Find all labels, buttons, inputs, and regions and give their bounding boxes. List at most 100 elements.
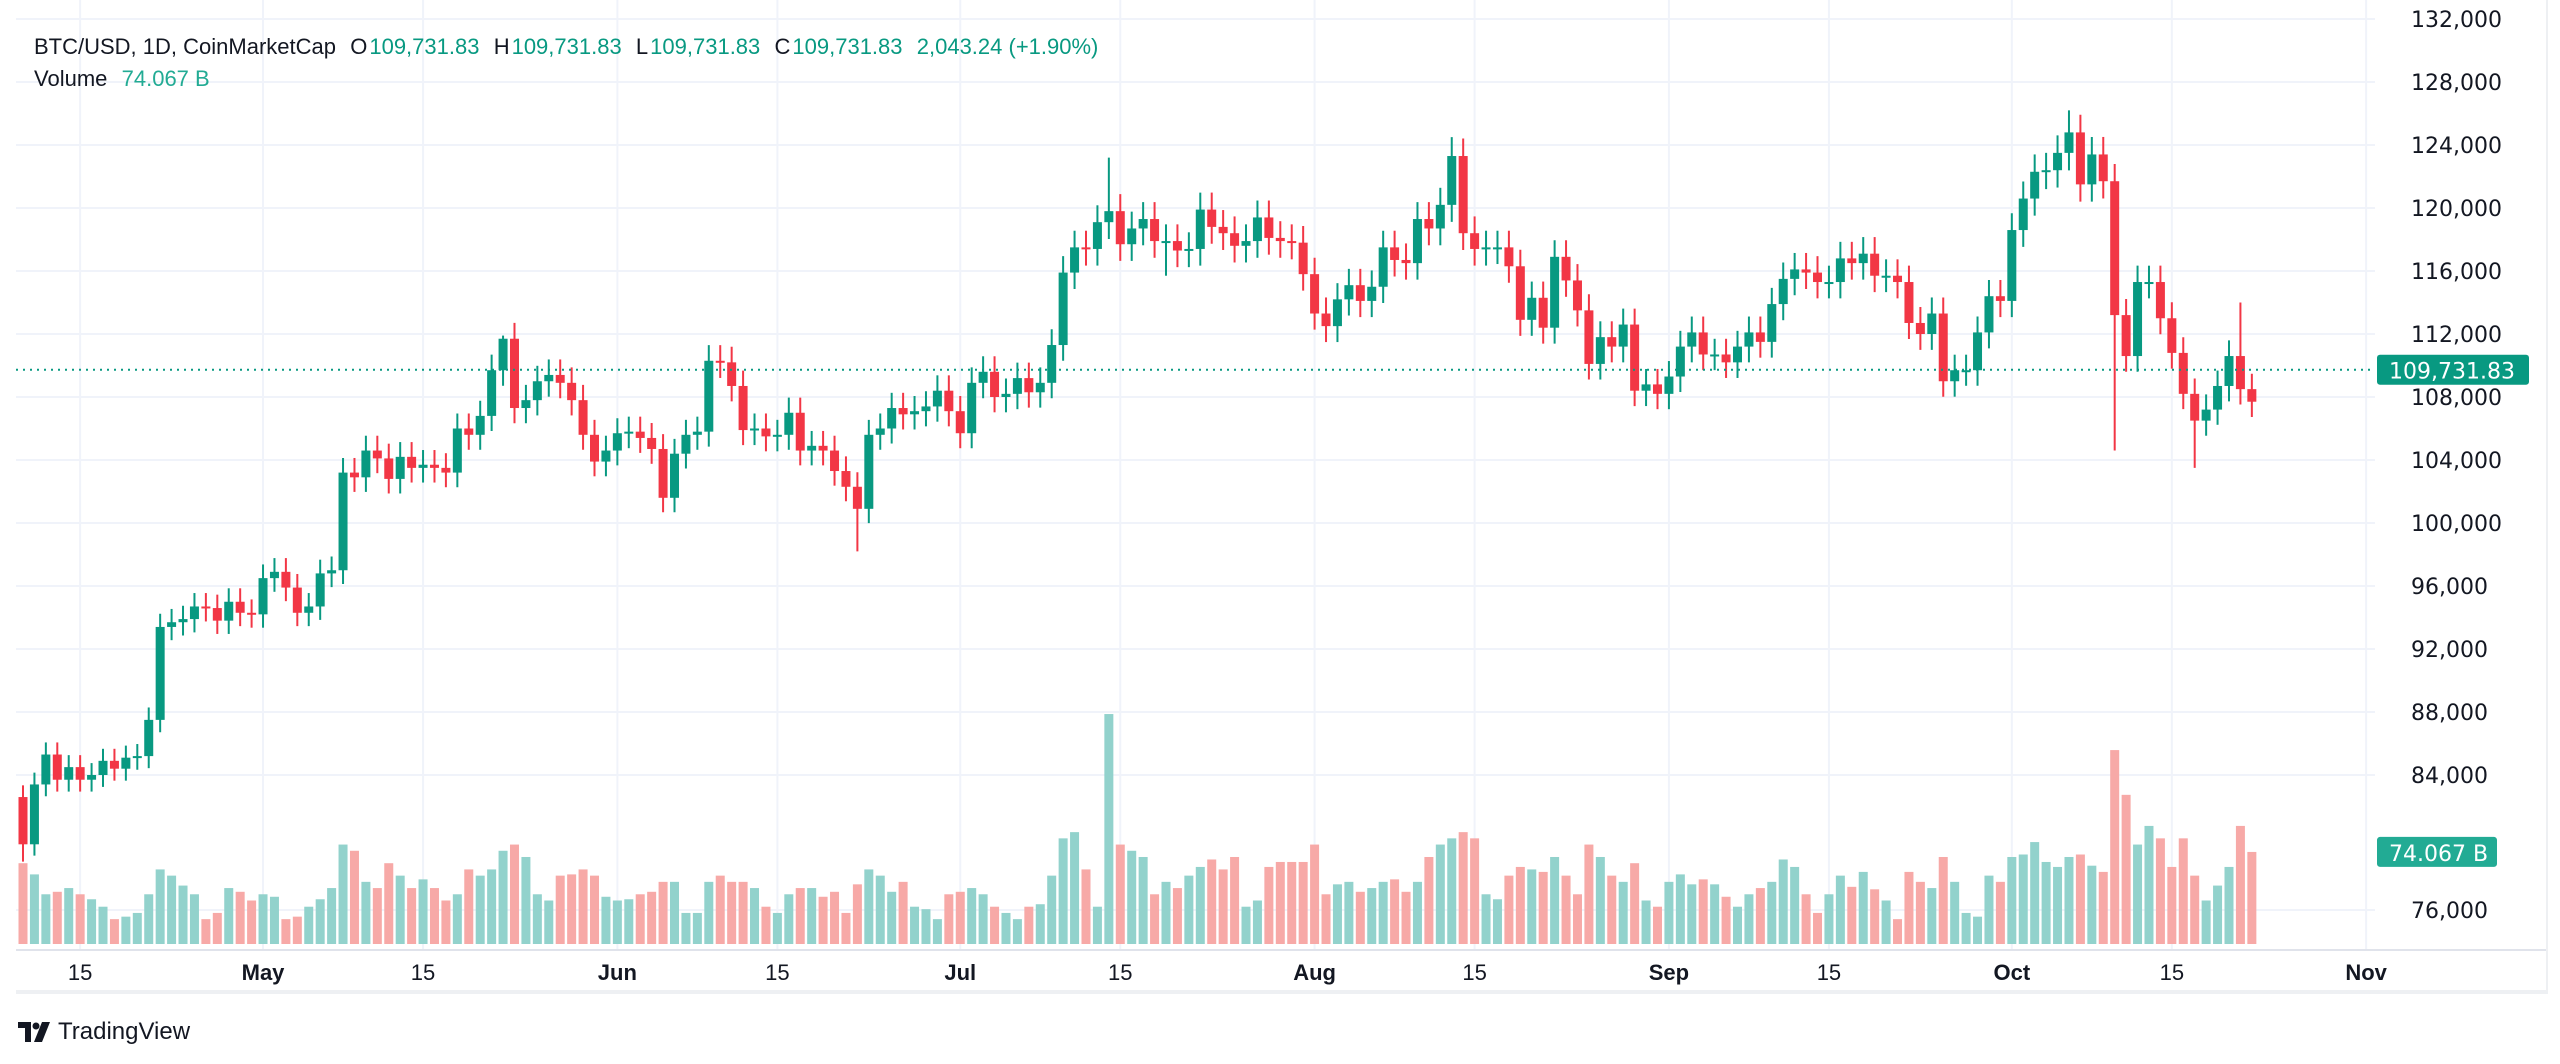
candle-body[interactable]	[1858, 253, 1868, 264]
candle-body[interactable]	[761, 428, 771, 437]
candle-body[interactable]	[304, 606, 314, 613]
symbol-label[interactable]: BTC/USD, 1D, CoinMarketCap	[34, 34, 336, 59]
candle-body[interactable]	[452, 428, 462, 473]
candle-body[interactable]	[612, 433, 622, 451]
candle-body[interactable]	[2167, 318, 2177, 353]
candle-body[interactable]	[852, 486, 862, 509]
candle-body[interactable]	[1310, 274, 1320, 314]
candle-body[interactable]	[464, 428, 474, 435]
candle-body[interactable]	[647, 437, 657, 449]
candle-body[interactable]	[487, 370, 497, 416]
candle-body[interactable]	[601, 450, 611, 462]
candle-body[interactable]	[41, 754, 51, 785]
candle-body[interactable]	[121, 757, 131, 769]
candle-body[interactable]	[967, 382, 977, 434]
candle-body[interactable]	[1915, 322, 1925, 334]
candle-body[interactable]	[932, 390, 942, 407]
candle-body[interactable]	[1881, 275, 1891, 278]
candle-body[interactable]	[281, 571, 291, 588]
candle-body[interactable]	[509, 338, 519, 409]
candle-body[interactable]	[29, 784, 39, 845]
candle-body[interactable]	[681, 434, 691, 454]
candle-body[interactable]	[1298, 242, 1308, 275]
candle-body[interactable]	[1595, 337, 1605, 364]
candle-body[interactable]	[1995, 296, 2005, 301]
candle-body[interactable]	[1447, 156, 1457, 205]
candle-body[interactable]	[555, 374, 565, 383]
candle-body[interactable]	[807, 445, 817, 451]
candle-body[interactable]	[2235, 356, 2245, 390]
candle-body[interactable]	[1195, 209, 1205, 249]
candle-body[interactable]	[1104, 211, 1114, 223]
candle-body[interactable]	[441, 467, 451, 473]
candle-body[interactable]	[327, 570, 337, 574]
candle-body[interactable]	[1618, 324, 1628, 347]
candle-body[interactable]	[1652, 384, 1662, 394]
candle-body[interactable]	[2018, 198, 2028, 231]
candle-body[interactable]	[1092, 222, 1102, 249]
candle-body[interactable]	[1458, 156, 1468, 234]
candle-body[interactable]	[1481, 247, 1491, 250]
candle-body[interactable]	[1344, 285, 1354, 300]
price-axis[interactable]	[2375, 0, 2546, 950]
candle-body[interactable]	[1824, 282, 1834, 285]
candle-body[interactable]	[1218, 226, 1228, 234]
candle-body[interactable]	[704, 360, 714, 432]
candle-body[interactable]	[1367, 286, 1377, 301]
candle-body[interactable]	[784, 412, 794, 435]
candle-body[interactable]	[18, 797, 28, 845]
candle-body[interactable]	[2201, 409, 2211, 421]
candle-body[interactable]	[1504, 247, 1514, 267]
candle-body[interactable]	[1172, 241, 1182, 251]
candle-body[interactable]	[715, 360, 725, 363]
candle-body[interactable]	[1538, 297, 1548, 328]
candle-body[interactable]	[955, 411, 965, 434]
candle-body[interactable]	[1755, 332, 1765, 342]
candle-body[interactable]	[818, 445, 828, 451]
candle-body[interactable]	[1950, 370, 1960, 382]
candle-body[interactable]	[2041, 170, 2051, 173]
candle-body[interactable]	[590, 434, 599, 462]
candle-body[interactable]	[1904, 282, 1914, 323]
candle-body[interactable]	[578, 400, 588, 435]
candle-body[interactable]	[1081, 247, 1091, 250]
candle-body[interactable]	[944, 390, 954, 412]
candle-body[interactable]	[109, 760, 119, 769]
candle-body[interactable]	[1572, 280, 1582, 311]
candle-body[interactable]	[1001, 393, 1011, 397]
candle-body[interactable]	[1470, 233, 1480, 249]
candle-body[interactable]	[898, 408, 908, 415]
candle-body[interactable]	[1961, 370, 1971, 373]
candle-body[interactable]	[1424, 219, 1434, 229]
candle-body[interactable]	[1115, 211, 1125, 245]
candle-body[interactable]	[361, 450, 371, 478]
candle-body[interactable]	[1287, 241, 1297, 244]
candle-body[interactable]	[1035, 382, 1045, 393]
candle-body[interactable]	[1252, 217, 1262, 242]
candle-body[interactable]	[87, 775, 97, 780]
candle-body[interactable]	[772, 434, 782, 437]
candle-body[interactable]	[2224, 356, 2234, 386]
candle-body[interactable]	[1207, 209, 1217, 227]
candle-body[interactable]	[1275, 237, 1285, 242]
candle-body[interactable]	[2155, 282, 2165, 319]
candle-body[interactable]	[132, 756, 142, 759]
candle-body[interactable]	[1241, 241, 1251, 246]
candle-body[interactable]	[1778, 278, 1788, 305]
candle-body[interactable]	[1733, 346, 1742, 363]
candle-body[interactable]	[1664, 376, 1674, 394]
candle-body[interactable]	[1264, 217, 1274, 238]
candle-body[interactable]	[1984, 296, 1994, 333]
candle-body[interactable]	[887, 408, 897, 429]
candle-body[interactable]	[1938, 313, 1948, 382]
candle-body[interactable]	[1390, 247, 1400, 260]
candle-body[interactable]	[910, 411, 920, 415]
candle-body[interactable]	[189, 606, 199, 620]
candle-body[interactable]	[544, 374, 554, 382]
candle-body[interactable]	[2064, 132, 2074, 153]
candle-body[interactable]	[2007, 230, 2017, 301]
candle-body[interactable]	[692, 431, 702, 435]
candle-body[interactable]	[2053, 152, 2063, 171]
tradingview-logo[interactable]: TradingView	[18, 1018, 190, 1046]
candle-body[interactable]	[2213, 385, 2223, 410]
